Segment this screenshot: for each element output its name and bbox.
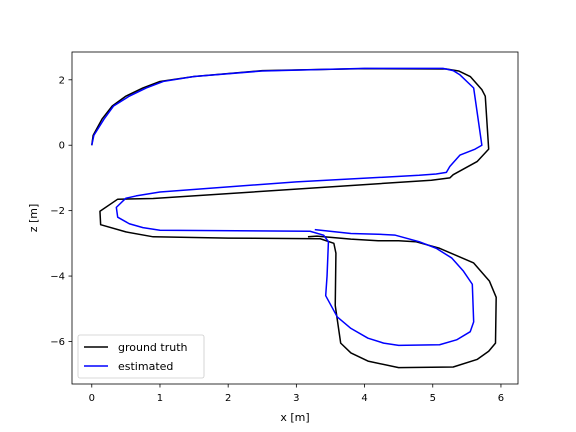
x-axis-ticks: 0 1 2 3 4 5 6 <box>89 384 504 404</box>
x-axis-label: x [m] <box>280 411 309 424</box>
x-tick-label: 6 <box>498 393 504 404</box>
x-tick-label: 2 <box>225 393 231 404</box>
x-tick-label: 4 <box>361 393 367 404</box>
legend-box <box>77 334 205 379</box>
series-line-estimated <box>91 67 483 347</box>
legend: ground truth estimated <box>77 334 205 379</box>
plot-lines <box>91 67 497 369</box>
x-tick-label: 1 <box>157 393 163 404</box>
y-tick-label: −4 <box>50 272 65 283</box>
y-tick-label: 0 <box>59 141 65 152</box>
x-tick-label: 5 <box>430 393 436 404</box>
legend-label-ground-truth: ground truth <box>118 341 188 354</box>
y-axis-label: z [m] <box>27 204 40 233</box>
legend-label-estimated: estimated <box>118 360 173 373</box>
y-tick-label: −2 <box>50 206 65 217</box>
x-tick-label: 0 <box>89 393 95 404</box>
x-tick-label: 3 <box>293 393 299 404</box>
axes-frame <box>71 51 519 385</box>
y-tick-label: 2 <box>59 75 65 86</box>
y-axis-ticks: 2 0 −2 −4 −6 <box>50 75 72 348</box>
y-tick-label: −6 <box>50 337 65 348</box>
